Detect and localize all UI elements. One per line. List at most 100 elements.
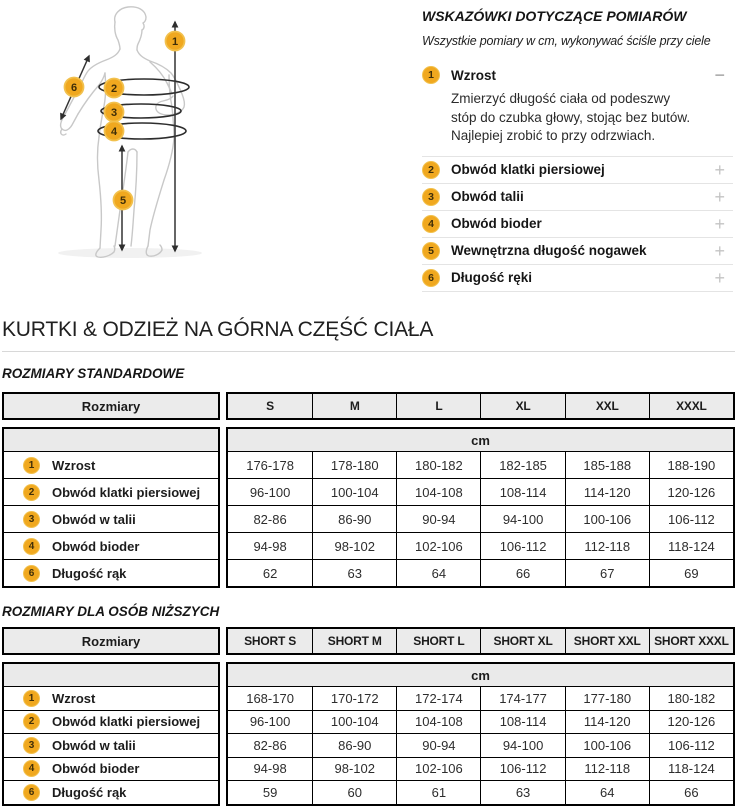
table-row-label: 4 Obwód bioder xyxy=(4,532,218,559)
size-value-cell: 120-126 xyxy=(648,479,733,505)
accordion-item-1[interactable]: 1 Wzrost − xyxy=(422,62,733,88)
plus-icon[interactable]: + xyxy=(714,267,725,288)
column-header: SHORT XXXL xyxy=(648,629,733,653)
size-value-cell: 112-118 xyxy=(564,533,649,559)
hip-girth-ellipse xyxy=(97,122,187,140)
body-outline-figure: 1 2 3 4 5 6 xyxy=(58,6,202,258)
size-value-cell: 180-182 xyxy=(648,687,733,710)
measure-number-badge: 4 xyxy=(23,537,40,555)
size-value-cell: 118-124 xyxy=(648,533,733,559)
accordion-item-label: Obwód klatki piersiowej xyxy=(451,162,605,178)
measurement-accordion: 1 Wzrost − Zmierzyć długość ciała od podesz… xyxy=(422,62,733,292)
size-value-cell: 100-104 xyxy=(312,710,396,733)
row-label-text: Obwód bioder xyxy=(52,538,140,554)
plus-icon[interactable]: + xyxy=(714,159,725,180)
column-header: XXXL xyxy=(648,394,733,418)
measure-number-badge: 1 xyxy=(422,66,440,84)
size-value-cell: 100-106 xyxy=(564,506,649,532)
measure-number-badge: 3 xyxy=(422,187,440,206)
measure-number-badge: 1 xyxy=(23,689,40,707)
measure-number-badge-label: 6 xyxy=(71,82,77,94)
measure-number-badge: 6 xyxy=(422,268,440,287)
minus-icon[interactable]: − xyxy=(714,65,725,85)
measure-number-badge xyxy=(103,120,125,142)
table-row: 176-178 178-180 180-182 182-185 185-188 188-1… xyxy=(228,451,733,478)
accordion-section: 5 Wewnętrzna długość nogawek + xyxy=(422,238,733,265)
size-value-cell: 114-120 xyxy=(564,710,649,733)
tips-subtitle: Wszystkie pomiary w cm, wykonywać ściśle… xyxy=(422,34,711,48)
measure-number-badge: 4 xyxy=(422,214,440,233)
table-row-label: 1 Wzrost xyxy=(4,686,218,710)
measure-number-badge-label: 4 xyxy=(111,126,118,138)
accordion-section: 4 Obwód bioder + xyxy=(422,211,733,238)
size-value-cell: 188-190 xyxy=(648,452,733,478)
chest-girth-ellipse xyxy=(98,78,190,96)
size-value-cell: 168-170 xyxy=(246,690,294,706)
accordion-item-3[interactable]: 3 Obwód talii + xyxy=(422,184,733,210)
column-header: SHORT XXL xyxy=(564,629,649,653)
size-value-cell: 120-126 xyxy=(648,710,733,733)
girth-measure-ellipses xyxy=(97,78,190,140)
table-row: 59 60 61 63 64 66 xyxy=(228,780,733,804)
column-header: SHORT XL xyxy=(480,629,564,653)
plus-icon[interactable]: + xyxy=(714,240,725,261)
accordion-section: 1 Wzrost − Zmierzyć długość ciała od podesz… xyxy=(422,62,733,157)
size-value-cell: 182-185 xyxy=(480,452,564,478)
table-header-row: Rozmiary S M L XL XXL XXXL xyxy=(2,392,735,420)
size-value-cell: 102-106 xyxy=(396,757,480,780)
measure-number-badge: 3 xyxy=(23,510,40,528)
size-value-cell: 100-104 xyxy=(312,479,396,505)
row-label-text: Obwód bioder xyxy=(52,761,140,777)
size-value-cell: 96-100 xyxy=(249,484,291,500)
table-row-label: 6 Długość rąk xyxy=(4,559,218,586)
size-value-cell: 66 xyxy=(648,781,733,804)
accordion-item-4[interactable]: 4 Obwód bioder + xyxy=(422,211,733,237)
size-table: Rozmiary S M L XL XXL XXXL 1 Wzrost 2 Obwód klatki… xyxy=(2,392,735,588)
accordion-section: 3 Obwód talii + xyxy=(422,184,733,211)
measure-number-badge: 4 xyxy=(23,760,40,778)
measure-number-badge: 1 xyxy=(23,456,40,474)
size-value-cell: 94-98 xyxy=(253,761,287,777)
plus-icon[interactable]: + xyxy=(714,213,725,234)
size-value-cell: 90-94 xyxy=(396,734,480,757)
table-gap xyxy=(2,655,735,662)
unit-row-spacer xyxy=(4,664,218,686)
size-value-cell: 64 xyxy=(564,781,649,804)
accordion-item-6[interactable]: 6 Długość ręki + xyxy=(422,265,733,291)
column-header: S xyxy=(266,399,274,413)
accordion-item-label: Wewnętrzna długość nogawek xyxy=(451,243,647,259)
table-row-label: 6 Długość rąk xyxy=(4,780,218,804)
size-value-cell: 82-86 xyxy=(253,737,287,753)
size-value-cell: 114-120 xyxy=(564,479,649,505)
size-value-cell: 102-106 xyxy=(396,533,480,559)
row-label-text: Obwód w talii xyxy=(52,511,136,527)
size-value-cell: 66 xyxy=(480,560,564,586)
measure-number-badge: 6 xyxy=(23,783,40,801)
column-header: SHORT L xyxy=(396,629,480,653)
column-header: L xyxy=(396,394,480,418)
accordion-item-2[interactable]: 2 Obwód klatki piersiowej + xyxy=(422,157,733,183)
diagram-number-badges: 1 2 3 4 5 6 xyxy=(63,30,186,211)
section-title: KURTKI & ODZIEŻ NA GÓRNA CZĘŚĆ CIAŁA xyxy=(2,318,735,352)
column-header: XXL xyxy=(564,394,649,418)
accordion-item-label: Długość ręki xyxy=(451,270,533,286)
size-table: Rozmiary SHORT S SHORT M SHORT L SHORT XL SHO… xyxy=(2,627,735,806)
size-value-cell: 86-90 xyxy=(312,506,396,532)
size-value-cell: 104-108 xyxy=(396,479,480,505)
unit-row-spacer xyxy=(4,429,218,451)
unit-row: cm xyxy=(228,429,733,451)
size-value-cell: 106-112 xyxy=(480,757,564,780)
measure-number-badge: 5 xyxy=(422,241,440,260)
accordion-item-description: Zmierzyć długość ciała od podeszwy stóp … xyxy=(451,91,691,144)
column-header: XL xyxy=(480,394,564,418)
table-row: 168-170 170-172 172-174 174-177 177-180 180-1… xyxy=(228,686,733,710)
size-value-cell: 64 xyxy=(396,560,480,586)
accordion-item-5[interactable]: 5 Wewnętrzna długość nogawek + xyxy=(422,238,733,264)
row-label-column: 1 Wzrost 2 Obwód klatki piersiowej 3 Obwód w … xyxy=(2,662,220,806)
plus-icon[interactable]: + xyxy=(714,186,725,207)
size-value-cell: 59 xyxy=(262,784,278,800)
measure-number-badge xyxy=(103,77,125,99)
size-column-headers: S M L XL XXL XXXL xyxy=(226,392,735,420)
measure-number-badge-label: 1 xyxy=(172,36,178,48)
